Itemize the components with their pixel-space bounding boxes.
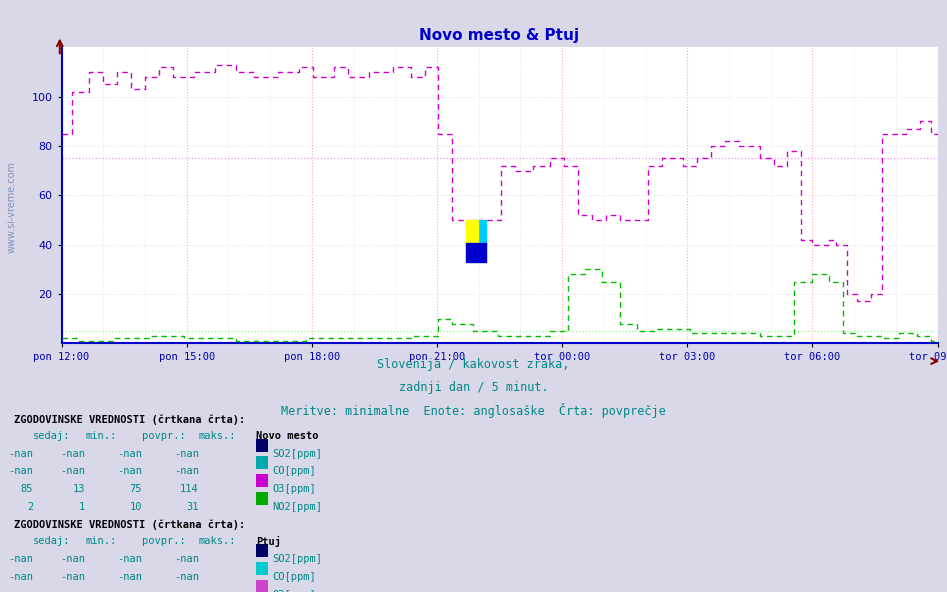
Text: Meritve: minimalne  Enote: anglosaške  Črta: povprečje: Meritve: minimalne Enote: anglosaške Črt… — [281, 403, 666, 418]
Text: sedaj:: sedaj: — [33, 536, 71, 546]
Text: maks.:: maks.: — [199, 536, 237, 546]
Text: -nan: -nan — [61, 554, 85, 564]
Text: Ptuj: Ptuj — [256, 536, 280, 548]
Text: 13: 13 — [73, 484, 85, 494]
Text: sedaj:: sedaj: — [33, 431, 71, 441]
Text: 114: 114 — [180, 484, 199, 494]
Text: -nan: -nan — [61, 590, 85, 592]
Text: -nan: -nan — [9, 449, 33, 459]
Text: -nan: -nan — [117, 572, 142, 582]
Text: -nan: -nan — [61, 466, 85, 477]
Bar — [466, 243, 486, 262]
Text: -nan: -nan — [174, 449, 199, 459]
Text: ZGODOVINSKE VREDNOSTI (črtkana črta):: ZGODOVINSKE VREDNOSTI (črtkana črta): — [14, 414, 245, 425]
Title: Novo mesto & Ptuj: Novo mesto & Ptuj — [420, 28, 580, 43]
Text: NO2[ppm]: NO2[ppm] — [273, 502, 323, 512]
Text: 10: 10 — [130, 502, 142, 512]
Text: -nan: -nan — [61, 449, 85, 459]
Text: O3[ppm]: O3[ppm] — [273, 484, 316, 494]
Bar — [473, 220, 486, 245]
Text: -nan: -nan — [117, 554, 142, 564]
Text: -nan: -nan — [9, 554, 33, 564]
Text: CO[ppm]: CO[ppm] — [273, 466, 316, 477]
Text: O3[ppm]: O3[ppm] — [273, 590, 316, 592]
Text: -nan: -nan — [117, 449, 142, 459]
Text: -nan: -nan — [117, 466, 142, 477]
Text: -nan: -nan — [9, 466, 33, 477]
Text: min.:: min.: — [85, 431, 116, 441]
Text: -nan: -nan — [174, 590, 199, 592]
Text: 2: 2 — [27, 502, 33, 512]
Text: SO2[ppm]: SO2[ppm] — [273, 554, 323, 564]
Text: -nan: -nan — [174, 466, 199, 477]
Text: -nan: -nan — [174, 554, 199, 564]
Text: -nan: -nan — [61, 572, 85, 582]
Text: povpr.:: povpr.: — [142, 536, 186, 546]
Text: -nan: -nan — [9, 590, 33, 592]
Text: povpr.:: povpr.: — [142, 431, 186, 441]
Text: 1: 1 — [79, 502, 85, 512]
Text: ZGODOVINSKE VREDNOSTI (črtkana črta):: ZGODOVINSKE VREDNOSTI (črtkana črta): — [14, 520, 245, 530]
Text: CO[ppm]: CO[ppm] — [273, 572, 316, 582]
Text: SO2[ppm]: SO2[ppm] — [273, 449, 323, 459]
Text: maks.:: maks.: — [199, 431, 237, 441]
Text: -nan: -nan — [117, 590, 142, 592]
Text: min.:: min.: — [85, 536, 116, 546]
Text: 75: 75 — [130, 484, 142, 494]
Text: www.si-vreme.com: www.si-vreme.com — [7, 161, 16, 253]
Text: -nan: -nan — [174, 572, 199, 582]
Bar — [466, 220, 478, 245]
Text: 85: 85 — [21, 484, 33, 494]
Text: Novo mesto: Novo mesto — [256, 431, 318, 441]
Text: -nan: -nan — [9, 572, 33, 582]
Text: Slovenija / kakovost zraka,: Slovenija / kakovost zraka, — [377, 358, 570, 371]
Text: 31: 31 — [187, 502, 199, 512]
Text: zadnji dan / 5 minut.: zadnji dan / 5 minut. — [399, 381, 548, 394]
